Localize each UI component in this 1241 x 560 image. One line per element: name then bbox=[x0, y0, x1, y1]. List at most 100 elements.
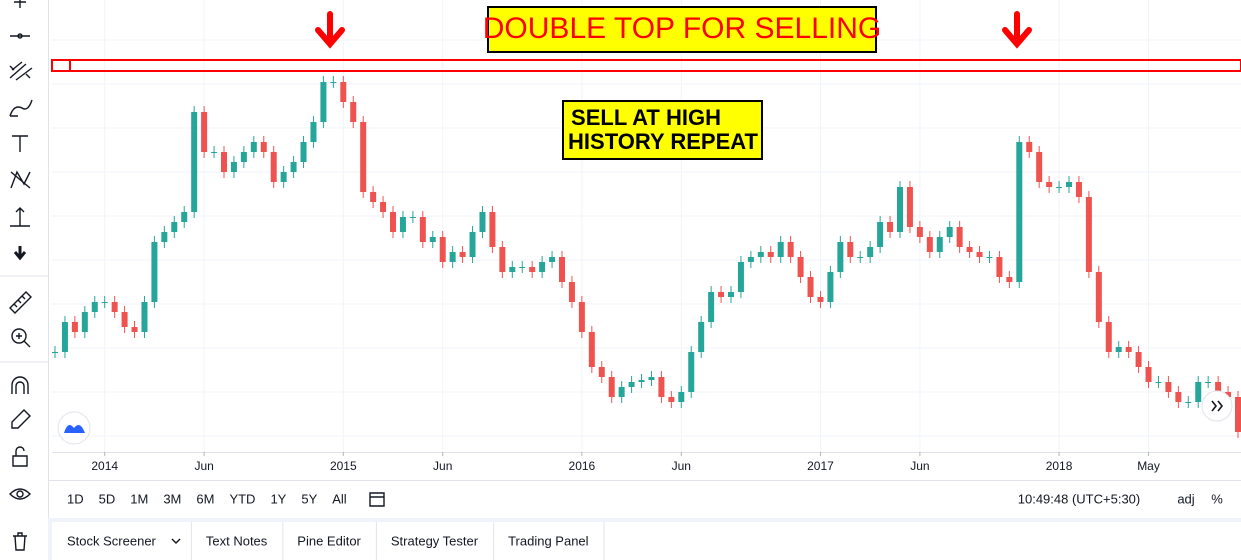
annotation-box bbox=[562, 100, 763, 160]
candle bbox=[449, 252, 456, 262]
zoom-icon[interactable] bbox=[11, 328, 31, 348]
line-icon[interactable] bbox=[10, 33, 30, 39]
candle bbox=[728, 292, 734, 297]
range-button[interactable]: All bbox=[332, 491, 347, 506]
crosshair-icon[interactable] bbox=[14, 0, 26, 8]
adj-toggle[interactable]: adj bbox=[1177, 491, 1194, 506]
candle bbox=[539, 262, 546, 272]
candle bbox=[489, 212, 496, 247]
range-button[interactable]: 5Y bbox=[301, 491, 317, 506]
brush-icon[interactable] bbox=[9, 99, 33, 117]
tab[interactable]: Pine Editor bbox=[297, 533, 361, 548]
tab[interactable]: Strategy Tester bbox=[391, 533, 479, 548]
lock-draw-icon[interactable] bbox=[11, 409, 31, 429]
range-button[interactable]: 5D bbox=[99, 491, 116, 506]
candle bbox=[370, 192, 377, 202]
range-button[interactable]: 1Y bbox=[270, 491, 286, 506]
candle bbox=[797, 257, 804, 277]
candle bbox=[708, 292, 715, 322]
candle bbox=[52, 352, 58, 353]
candle bbox=[1066, 182, 1072, 187]
candle bbox=[996, 257, 1003, 277]
range-button[interactable]: 3M bbox=[163, 491, 181, 506]
candle bbox=[906, 187, 913, 227]
tab[interactable]: Trading Panel bbox=[508, 533, 589, 548]
annotation-box bbox=[487, 6, 877, 53]
text-icon[interactable] bbox=[12, 135, 28, 152]
candle bbox=[280, 172, 287, 182]
candle bbox=[121, 312, 128, 327]
candle bbox=[887, 222, 894, 232]
candle bbox=[936, 237, 943, 252]
candle bbox=[1175, 392, 1182, 402]
trash-icon[interactable] bbox=[13, 532, 27, 551]
pattern-icon[interactable] bbox=[10, 170, 31, 189]
candle bbox=[509, 267, 516, 272]
candle bbox=[1016, 142, 1023, 282]
range-button[interactable]: 6M bbox=[196, 491, 214, 506]
candle bbox=[71, 322, 78, 332]
candle bbox=[568, 282, 575, 302]
candle bbox=[419, 217, 426, 242]
candle bbox=[1075, 182, 1082, 197]
range-button[interactable]: YTD bbox=[229, 491, 255, 506]
candle bbox=[698, 322, 705, 352]
tab[interactable]: Text Notes bbox=[206, 533, 268, 548]
candle bbox=[718, 292, 725, 297]
x-tick-label: Jun bbox=[433, 459, 452, 473]
tab[interactable]: Stock Screener bbox=[67, 533, 157, 548]
percent-toggle[interactable]: % bbox=[1211, 491, 1223, 506]
candle bbox=[181, 212, 188, 222]
candle bbox=[678, 392, 685, 402]
candle bbox=[390, 212, 396, 232]
candle bbox=[648, 377, 655, 380]
x-tick-label: 2014 bbox=[91, 459, 118, 473]
magnet-icon[interactable] bbox=[11, 376, 29, 394]
candle bbox=[1056, 187, 1063, 188]
candle bbox=[688, 352, 695, 392]
candle bbox=[230, 162, 237, 172]
candle bbox=[380, 202, 387, 212]
range-button[interactable]: 1D bbox=[67, 491, 84, 506]
range-button[interactable]: 1M bbox=[130, 491, 148, 506]
candle bbox=[638, 380, 645, 382]
candle bbox=[101, 302, 108, 303]
annotation-text: HISTORY REPEAT bbox=[568, 129, 758, 154]
candle bbox=[956, 227, 963, 247]
projection-icon[interactable] bbox=[10, 207, 30, 227]
arrow-icon[interactable] bbox=[13, 246, 27, 261]
candle bbox=[1036, 152, 1043, 182]
candle bbox=[926, 237, 933, 252]
x-tick-label: 2017 bbox=[807, 459, 834, 473]
candle bbox=[986, 257, 993, 258]
candle bbox=[310, 122, 317, 142]
ruler-icon[interactable] bbox=[9, 291, 32, 314]
x-tick-label: 2018 bbox=[1046, 459, 1073, 473]
candle bbox=[847, 242, 854, 257]
candle bbox=[966, 247, 973, 252]
date-range-icon[interactable] bbox=[369, 492, 385, 507]
candle bbox=[1135, 352, 1142, 367]
pitchfork-icon[interactable] bbox=[9, 61, 33, 81]
candle bbox=[916, 227, 923, 237]
candle bbox=[469, 232, 476, 257]
candle bbox=[1185, 402, 1192, 403]
eye-icon[interactable] bbox=[9, 488, 31, 500]
candle bbox=[499, 247, 506, 272]
candle bbox=[529, 267, 536, 272]
candle bbox=[399, 217, 406, 232]
candle bbox=[340, 82, 347, 102]
candle bbox=[250, 142, 257, 152]
x-tick-label: Jun bbox=[194, 459, 213, 473]
candle bbox=[1105, 322, 1112, 352]
candle bbox=[658, 377, 665, 397]
candle bbox=[1205, 382, 1212, 383]
x-tick-label: 2015 bbox=[330, 459, 357, 473]
candle bbox=[737, 262, 744, 292]
chevron[interactable] bbox=[171, 538, 181, 544]
unlock-icon[interactable] bbox=[12, 446, 28, 467]
candle bbox=[320, 82, 327, 122]
candle bbox=[1125, 347, 1132, 352]
